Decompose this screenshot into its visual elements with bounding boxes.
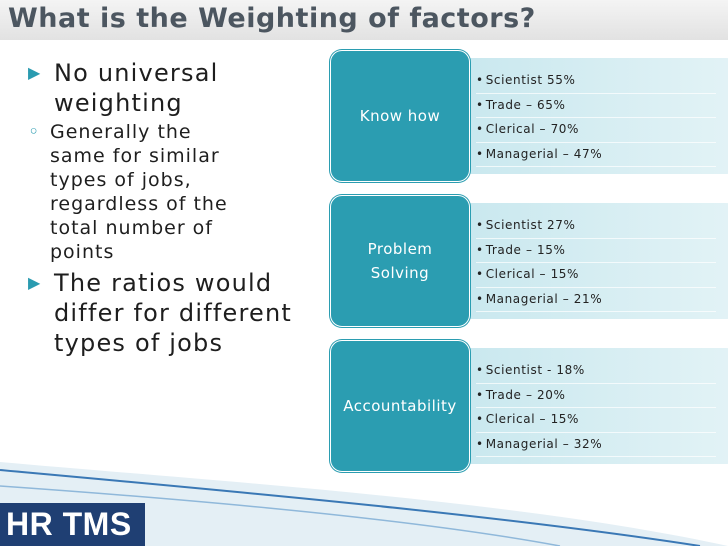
factor-item: Clerical – 70% bbox=[476, 118, 716, 143]
factor-item: Clerical – 15% bbox=[476, 263, 716, 288]
bullet-list: ▶ No universal weighting ◦ Generally the s… bbox=[28, 58, 313, 360]
factor-item: Scientist 55% bbox=[476, 69, 716, 94]
factor-item: Scientist - 18% bbox=[476, 359, 716, 384]
factor-item: Trade – 65% bbox=[476, 94, 716, 118]
bullet-text: The ratios would differ for different ty… bbox=[54, 269, 292, 357]
bullet: ▶ The ratios would differ for different t… bbox=[28, 269, 292, 357]
factor-item: Managerial – 32% bbox=[476, 433, 716, 457]
factor-items: Scientist 55%Trade – 65%Clerical – 70%Ma… bbox=[476, 69, 716, 167]
factor-items: Scientist - 18%Trade – 20%Clerical – 15%… bbox=[476, 359, 716, 457]
factor-items: Scientist 27%Trade – 15%Clerical – 15%Ma… bbox=[476, 214, 716, 312]
bullet-text: No universal weighting bbox=[54, 59, 219, 117]
swoosh-line bbox=[0, 485, 561, 546]
factor-item: Managerial – 47% bbox=[476, 143, 716, 167]
bullet: ▶ No universal weighting bbox=[28, 59, 219, 117]
factor-item: Clerical – 15% bbox=[476, 408, 716, 433]
logo: HR TMS bbox=[0, 503, 145, 546]
sub-bullet: ◦ Generally the same for similar types of… bbox=[28, 121, 228, 263]
factor-item: Managerial – 21% bbox=[476, 288, 716, 312]
factor-box: Accountability bbox=[330, 340, 470, 472]
swoosh-line bbox=[0, 469, 701, 546]
factor-box: Problem Solving bbox=[330, 195, 470, 327]
factor-item: Scientist 27% bbox=[476, 214, 716, 239]
slide-title: What is the Weighting of factors? bbox=[8, 3, 536, 34]
factor-box: Know how bbox=[330, 50, 470, 182]
factor-item: Trade – 20% bbox=[476, 384, 716, 408]
sub-bullet-text: Generally the same for similar types of … bbox=[50, 121, 228, 263]
factor-item: Trade – 15% bbox=[476, 239, 716, 263]
title-bar bbox=[0, 0, 728, 40]
